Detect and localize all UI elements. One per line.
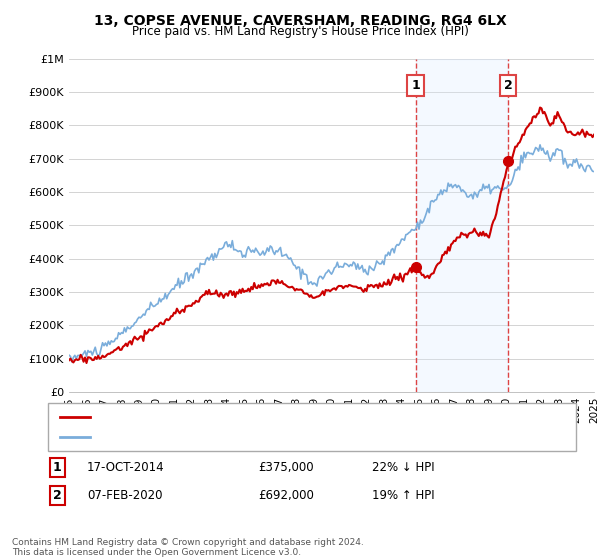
Text: 17-OCT-2014: 17-OCT-2014 <box>87 461 164 474</box>
Text: HPI: Average price, detached house, Reading: HPI: Average price, detached house, Read… <box>96 432 331 442</box>
Text: 19% ↑ HPI: 19% ↑ HPI <box>372 489 434 502</box>
Text: 07-FEB-2020: 07-FEB-2020 <box>87 489 163 502</box>
Text: 1: 1 <box>53 461 61 474</box>
Text: 2: 2 <box>53 489 61 502</box>
Text: 22% ↓ HPI: 22% ↓ HPI <box>372 461 434 474</box>
Bar <box>415 59 508 392</box>
Text: 13, COPSE AVENUE, CAVERSHAM, READING, RG4 6LX (detached house): 13, COPSE AVENUE, CAVERSHAM, READING, RG… <box>96 412 468 422</box>
Text: 1: 1 <box>411 79 420 92</box>
Text: 13, COPSE AVENUE, CAVERSHAM, READING, RG4 6LX: 13, COPSE AVENUE, CAVERSHAM, READING, RG… <box>94 14 506 28</box>
Text: 2: 2 <box>504 79 512 92</box>
Text: £375,000: £375,000 <box>258 461 314 474</box>
Text: Price paid vs. HM Land Registry's House Price Index (HPI): Price paid vs. HM Land Registry's House … <box>131 25 469 38</box>
Text: Contains HM Land Registry data © Crown copyright and database right 2024.
This d: Contains HM Land Registry data © Crown c… <box>12 538 364 557</box>
Text: £692,000: £692,000 <box>258 489 314 502</box>
